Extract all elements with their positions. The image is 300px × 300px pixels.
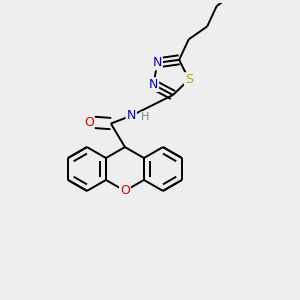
Text: S: S bbox=[185, 73, 193, 86]
Text: O: O bbox=[84, 116, 94, 128]
Text: O: O bbox=[120, 184, 130, 197]
Text: H: H bbox=[141, 112, 149, 122]
Text: N: N bbox=[153, 56, 162, 69]
Text: N: N bbox=[127, 109, 136, 122]
Text: N: N bbox=[149, 78, 158, 91]
